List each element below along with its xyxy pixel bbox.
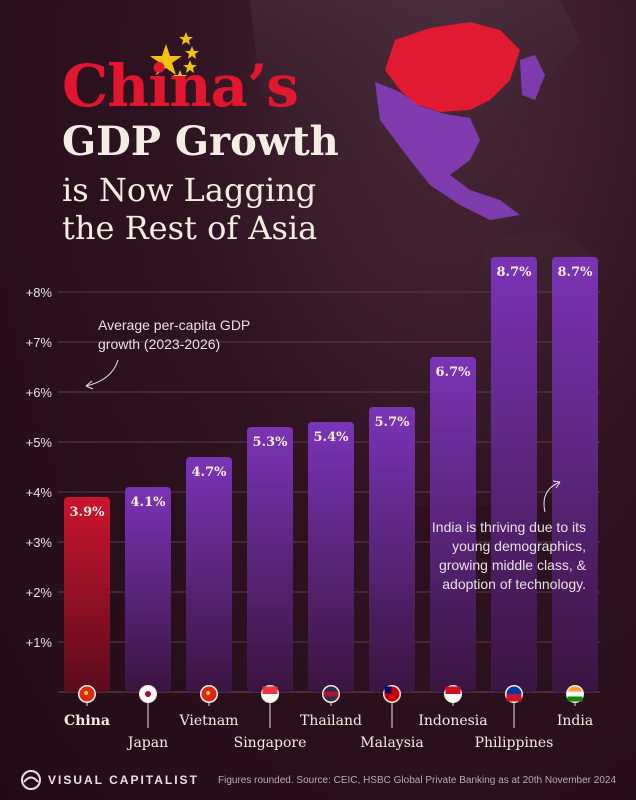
- flag-detail: [567, 691, 583, 697]
- data-label: 5.3%: [253, 435, 289, 450]
- y-tick-label: +6%: [26, 385, 53, 400]
- category-label: Indonesia: [418, 713, 487, 729]
- annotation-line: growing middle class, &: [438, 557, 586, 573]
- annotation-line: young demographics,: [452, 538, 586, 554]
- bar-vietnam: [186, 457, 232, 692]
- flag-detail: [445, 686, 461, 694]
- y-tick-label: +2%: [26, 585, 53, 600]
- flag-detail: [567, 696, 583, 702]
- title-rest-of-asia: the Rest of Asia: [62, 209, 318, 247]
- bar-china: [64, 497, 110, 692]
- data-label: 8.7%: [558, 265, 594, 280]
- category-label: Malaysia: [360, 735, 423, 751]
- flag-detail: [145, 691, 151, 697]
- data-label: 6.7%: [436, 365, 472, 380]
- annotation-average-growth: Average per-capita GDP growth (2023-2026…: [98, 316, 250, 354]
- category-label: Thailand: [300, 713, 362, 729]
- flag-detail: [323, 691, 339, 697]
- category-label: Philippines: [475, 735, 554, 751]
- category-label: China: [64, 713, 110, 729]
- bar-japan: [125, 487, 171, 692]
- data-label: 3.9%: [70, 505, 106, 520]
- data-label: 5.4%: [314, 430, 350, 445]
- flag-detail: [506, 694, 522, 702]
- southeast-asia-map-shape: [375, 82, 520, 220]
- flag-detail: [84, 691, 88, 695]
- category-label: Singapore: [234, 735, 307, 751]
- title-china: China’s: [62, 52, 299, 120]
- annotation-arrow: [543, 481, 561, 513]
- category-label: Vietnam: [179, 713, 239, 729]
- data-label: 8.7%: [497, 265, 533, 280]
- category-label: India: [557, 713, 593, 729]
- flag-detail: [206, 691, 210, 695]
- source-note: Figures rounded. Source: CEIC, HSBC Glob…: [218, 775, 616, 786]
- data-label: 4.1%: [131, 495, 167, 510]
- y-tick-label: +7%: [26, 335, 53, 350]
- japan-map-shape: [520, 55, 545, 100]
- category-label: Japan: [126, 735, 168, 751]
- flag-detail: [262, 686, 278, 694]
- flag-detail: [384, 686, 392, 694]
- title-gdp-growth: GDP Growth: [62, 118, 339, 165]
- y-tick-label: +5%: [26, 435, 53, 450]
- visual-capitalist-logo-icon: [21, 770, 41, 790]
- china-stars-icon: [150, 32, 199, 83]
- title-lagging: is Now Lagging: [62, 171, 317, 209]
- annotation-india: India is thriving due to its young demog…: [432, 518, 586, 594]
- arrow-head: [85, 380, 94, 390]
- y-tick-label: +1%: [26, 635, 53, 650]
- data-label: 5.7%: [375, 415, 411, 430]
- brand-name: VISUAL CAPITALIST: [48, 773, 199, 787]
- china-map-shape: [385, 22, 520, 112]
- bar-thailand: [308, 422, 354, 692]
- y-tick-label: +4%: [26, 485, 53, 500]
- annotation-arrow: [85, 359, 119, 387]
- bar-indonesia: [430, 357, 476, 692]
- annotation-line: growth (2023-2026): [98, 336, 221, 352]
- annotation-line: Average per-capita GDP: [98, 317, 251, 333]
- y-tick-label: +3%: [26, 535, 53, 550]
- data-label: 4.7%: [192, 465, 228, 480]
- bar-singapore: [247, 427, 293, 692]
- bar-philippines: [491, 257, 537, 692]
- arrow-head: [552, 480, 561, 489]
- y-tick-label: +8%: [26, 285, 53, 300]
- annotation-line: India is thriving due to its: [431, 519, 586, 535]
- annotation-line: adoption of technology.: [442, 576, 586, 592]
- bar-malaysia: [369, 407, 415, 692]
- bar-india: [552, 257, 598, 692]
